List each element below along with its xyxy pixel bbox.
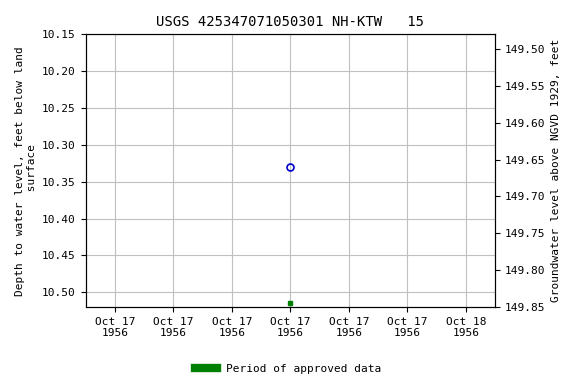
Title: USGS 425347071050301 NH-KTW   15: USGS 425347071050301 NH-KTW 15 [157,15,425,29]
Legend: Period of approved data: Period of approved data [191,359,385,379]
Y-axis label: Depth to water level, feet below land
 surface: Depth to water level, feet below land su… [15,46,37,296]
Y-axis label: Groundwater level above NGVD 1929, feet: Groundwater level above NGVD 1929, feet [551,39,561,302]
